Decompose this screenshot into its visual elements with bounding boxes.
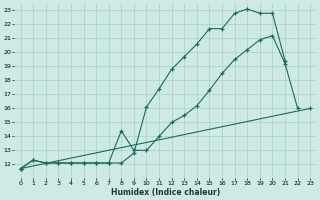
- X-axis label: Humidex (Indice chaleur): Humidex (Indice chaleur): [111, 188, 220, 197]
